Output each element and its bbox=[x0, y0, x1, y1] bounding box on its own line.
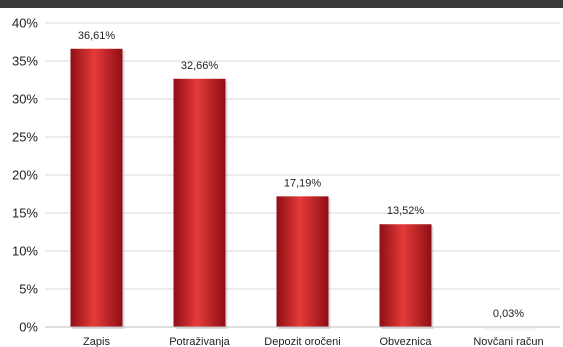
bar bbox=[379, 224, 432, 327]
data-label: 32,66% bbox=[181, 60, 219, 72]
category-label: Depozit oročeni bbox=[264, 336, 340, 347]
bar bbox=[70, 48, 123, 327]
y-tick-label: 35% bbox=[12, 54, 38, 69]
category-label: Obveznica bbox=[380, 336, 433, 347]
y-tick-label: 25% bbox=[12, 130, 38, 145]
y-tick-label: 15% bbox=[12, 206, 38, 221]
category-labels: Zapis Potraživanja Depozit oročeni Obveznic… bbox=[83, 336, 544, 347]
bar-shadow bbox=[484, 328, 537, 330]
y-tick-label: 0% bbox=[19, 320, 38, 335]
y-tick-label: 20% bbox=[12, 168, 38, 183]
data-label: 0,03% bbox=[493, 308, 524, 320]
chart-header-band bbox=[0, 0, 563, 8]
category-label: Novčani račun bbox=[473, 336, 543, 347]
bar bbox=[276, 196, 329, 327]
y-tick-label: 40% bbox=[12, 16, 38, 31]
data-label: 36,61% bbox=[78, 30, 116, 42]
data-labels: 36,61% 32,66% 17,19% 13,52% 0,03% bbox=[78, 30, 524, 320]
y-axis-tick-labels: 0% 5% 10% 15% 20% 25% 30% 35% 40% bbox=[12, 16, 38, 335]
data-label: 17,19% bbox=[284, 177, 322, 189]
category-label: Zapis bbox=[83, 336, 110, 347]
bar bbox=[173, 78, 226, 327]
y-tick-label: 30% bbox=[12, 92, 38, 107]
category-label: Potraživanja bbox=[169, 336, 230, 347]
y-tick-label: 10% bbox=[12, 244, 38, 259]
bars bbox=[70, 48, 537, 330]
y-tick-label: 5% bbox=[19, 282, 38, 297]
data-label: 13,52% bbox=[387, 205, 425, 217]
